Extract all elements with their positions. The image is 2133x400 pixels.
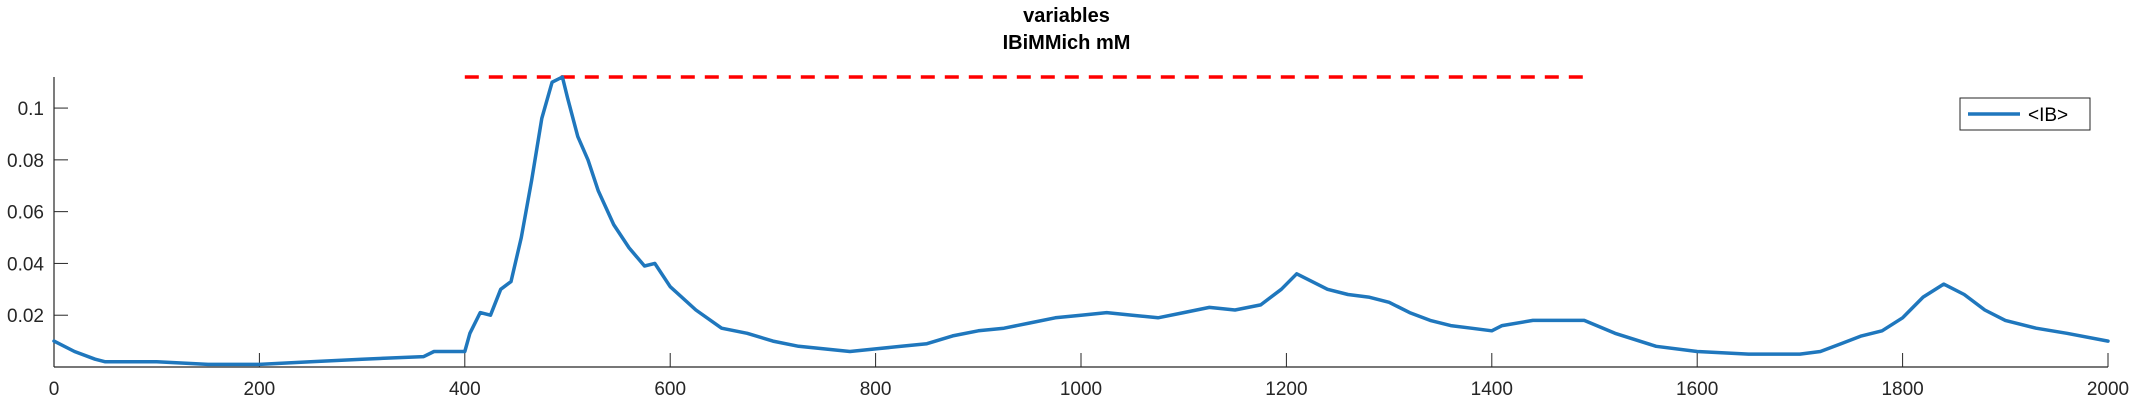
x-tick-label: 1600: [1676, 379, 1718, 400]
chart-title-line-2: IBiMMich mM: [1002, 32, 1131, 54]
x-tick-label: 2000: [2087, 379, 2129, 400]
x-tick-label: 0: [49, 379, 60, 400]
y-tick-label: 0.1: [18, 99, 44, 120]
x-tick-label: 200: [244, 379, 276, 400]
chart-title-line-1: variables: [1023, 5, 1110, 27]
plot-area: [52, 75, 2110, 367]
series-line: [52, 75, 2110, 367]
x-tick-label: 1400: [1471, 379, 1513, 400]
x-tick-label: 1800: [1881, 379, 1923, 400]
x-tick-label: 400: [449, 379, 481, 400]
x-tick-label: 800: [860, 379, 892, 400]
legend-label: <IB>: [2028, 105, 2068, 126]
legend: <IB>: [1959, 97, 2091, 131]
chart-axes: 0 200 400 600 800 1000 1200 1400 1600 1800 2000 0.0…: [7, 77, 2129, 400]
x-tick-label: 600: [654, 379, 686, 400]
y-tick-label: 0.02: [7, 306, 44, 327]
y-tick-label: 0.08: [7, 151, 44, 172]
x-tick-label: 1000: [1060, 379, 1102, 400]
y-tick-label: 0.06: [7, 203, 44, 224]
y-tick-label: 0.04: [7, 254, 44, 275]
x-tick-label: 1200: [1265, 379, 1307, 400]
